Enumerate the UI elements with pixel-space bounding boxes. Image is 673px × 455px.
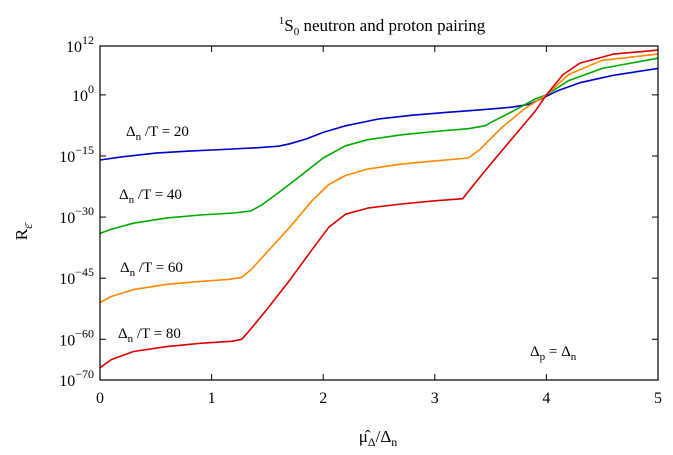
x-axis-title-base: μ̂ [359, 427, 371, 446]
y-axis-title: Rε̄ [12, 222, 35, 240]
y-tick-label-1: 100 [72, 82, 94, 105]
title-rest: neutron and proton pairing [299, 16, 486, 35]
y-tick-label-0: 1012 [66, 33, 94, 56]
series-line-1 [99, 67, 659, 161]
y-axis-title-base: R [12, 228, 31, 240]
x-axis-title: μ̂Δ/Δn [359, 427, 398, 449]
annotation-subscript-p: p [540, 351, 546, 363]
plot-frame [99, 45, 659, 381]
series-label-3: Δn /T = 60 [120, 260, 183, 279]
y-axis-title-subscript: ε̄ [21, 222, 35, 229]
series-line-2 [99, 57, 659, 235]
pairing-annotation: Δp = Δn [530, 344, 577, 363]
y-tick-label-5: 10−60 [59, 326, 94, 349]
series-label-1: Δn /T = 20 [126, 124, 189, 143]
x-tick-label-1: 1 [208, 390, 216, 407]
title-superscript: 1 [279, 15, 285, 27]
series-line-4 [99, 49, 659, 369]
x-tick-label-0: 0 [96, 390, 104, 407]
series-label-4: Δn /T = 80 [118, 326, 181, 345]
y-tick-label-3: 10−30 [59, 204, 94, 227]
annotation-equals: = Δ [545, 344, 571, 360]
annotation-base: Δ [530, 344, 540, 360]
x-axis-title-rest: /Δ [376, 427, 392, 446]
x-tick-label-4: 4 [542, 390, 550, 407]
title-main: S [284, 16, 293, 35]
title-subscript: 0 [294, 26, 300, 38]
series-line-3 [99, 53, 659, 304]
y-tick-label-4: 10−45 [59, 265, 94, 288]
series-lines [99, 49, 659, 369]
y-tick-label-6: 10−70 [59, 367, 94, 390]
x-tick-label-5: 5 [654, 390, 662, 407]
x-tick-label-3: 3 [431, 390, 439, 407]
x-axis-title-subscript: Δ [368, 435, 376, 449]
series-labels: Δn /T = 20 Δn /T = 40 Δn /T = 60 Δn /T = 80 [118, 124, 189, 345]
axis-ticks: 0 1 2 3 4 5 1012 100 10−15 10−30 10−45 10−60 10−70 [59, 33, 662, 407]
series-label-2: Δn /T = 40 [119, 187, 182, 206]
x-axis-title-subscript-2: n [391, 435, 397, 449]
y-tick-label-2: 10−15 [59, 143, 94, 166]
x-tick-label-2: 2 [319, 390, 327, 407]
chart-title: 1S0 neutron and proton pairing [279, 15, 486, 38]
annotation-subscript-n: n [571, 351, 577, 363]
